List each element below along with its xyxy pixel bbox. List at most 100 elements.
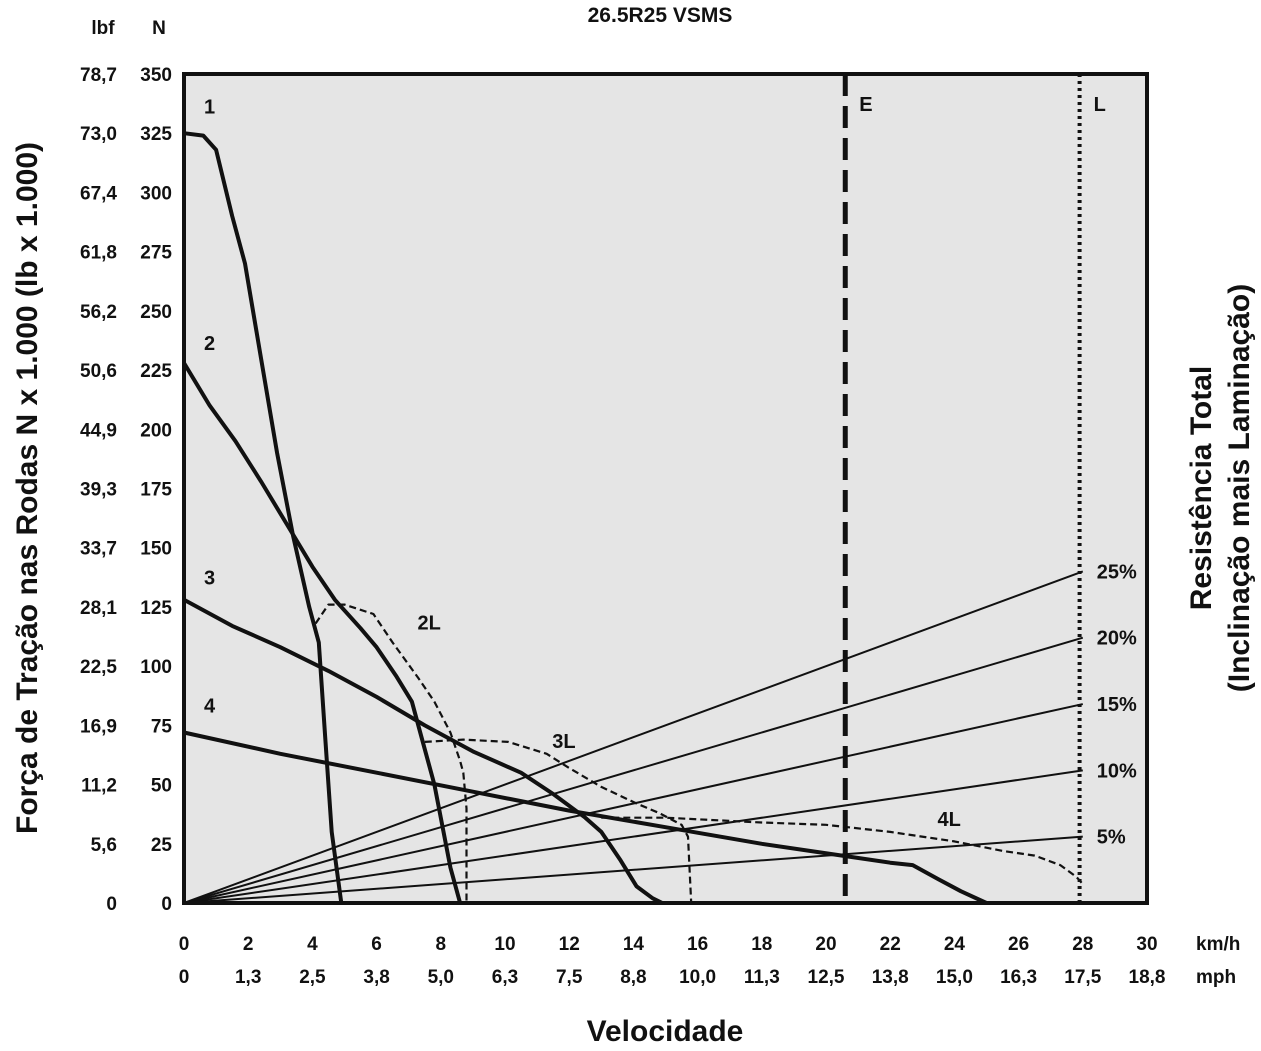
axis-ticks: 0 2 4 6 8 10 12 14 16 18 20 22 24 26 28 300 1,3 2,5 3,8 5,0… [80, 65, 1165, 988]
y-tick-n-label: 125 [140, 598, 172, 619]
y-tick-n-label: 350 [140, 65, 172, 86]
y-tick-n-label: 200 [140, 420, 172, 441]
x-tick-mph-label: 15,0 [936, 967, 973, 988]
series-label-3L: 3L [552, 731, 575, 753]
series-line-4L [601, 816, 1084, 885]
series-label-2: 2 [204, 333, 215, 355]
y-unit-n: N [152, 18, 166, 39]
marker-label-E: E [859, 94, 872, 116]
grade-label-20pct: 20% [1097, 628, 1137, 650]
series-label-1: 1 [204, 96, 215, 118]
y-tick-lbf-label: 44,9 [80, 420, 117, 441]
x-tick-mph-label: 7,5 [556, 967, 583, 988]
marker-label-L: L [1094, 94, 1106, 116]
x-tick-kmh-label: 16 [687, 934, 708, 955]
series-label-4L: 4L [938, 809, 961, 831]
grade-line-10pct [183, 769, 1083, 904]
x-axis-title: Velocidade [587, 1015, 744, 1048]
x-tick-kmh-label: 4 [307, 934, 318, 955]
x-tick-mph-label: 2,5 [299, 967, 326, 988]
x-tick-kmh-label: 12 [559, 934, 580, 955]
y-tick-lbf-label: 56,2 [80, 302, 117, 323]
y-tick-n-label: 225 [140, 361, 172, 382]
x-unit-mph: mph [1196, 967, 1236, 988]
x-tick-kmh-label: 26 [1008, 934, 1029, 955]
grade-label-25pct: 25% [1097, 561, 1137, 583]
x-tick-kmh-label: 14 [623, 934, 645, 955]
labels: 25% 20% 15% 10% 5% 1 2 3 4 2L 3L 4L E L [204, 94, 1137, 849]
x-tick-kmh-label: 28 [1072, 934, 1093, 955]
right-axis-title-line2: (Inclinação mais Laminação) [1223, 284, 1256, 692]
x-tick-kmh-label: 18 [751, 934, 772, 955]
x-tick-mph-label: 6,3 [492, 967, 518, 988]
right-axis-title-line1: Resistência Total [1185, 366, 1218, 611]
x-tick-mph-label: 18,8 [1129, 967, 1166, 988]
vertical-markers [842, 74, 1082, 903]
grade-label-10pct: 10% [1097, 760, 1137, 782]
y-tick-n-label: 150 [140, 539, 172, 560]
x-tick-kmh-label: 0 [179, 934, 190, 955]
series-line-3L [424, 738, 693, 904]
y-tick-lbf-label: 50,6 [80, 361, 117, 382]
x-tick-mph-label: 5,0 [428, 967, 454, 988]
y-axis-title: Força de Tração nas Rodas N x 1.000 (lb … [11, 142, 44, 834]
y-tick-n-label: 175 [140, 480, 172, 501]
x-tick-mph-label: 1,3 [235, 967, 261, 988]
x-tick-kmh-label: 8 [436, 934, 447, 955]
x-tick-kmh-label: 22 [880, 934, 901, 955]
plot-frame [182, 72, 1149, 905]
series-line-1 [183, 131, 344, 904]
y-tick-lbf-label: 5,6 [91, 835, 117, 856]
y-tick-n-label: 0 [161, 894, 172, 915]
grade-line-15pct [183, 703, 1084, 904]
series-line-4 [183, 730, 988, 905]
x-tick-kmh-label: 30 [1136, 934, 1157, 955]
grade-label-5pct: 5% [1097, 827, 1126, 849]
x-tick-kmh-label: 2 [243, 934, 254, 955]
x-tick-mph-label: 17,5 [1064, 967, 1101, 988]
x-tick-mph-label: 3,8 [363, 967, 389, 988]
series-label-3: 3 [204, 568, 215, 590]
y-tick-lbf-label: 28,1 [80, 598, 117, 619]
series-label-4: 4 [204, 696, 216, 718]
series-line-3 [183, 598, 664, 905]
grade-label-15pct: 15% [1097, 694, 1137, 716]
series-lines [182, 131, 1084, 905]
x-tick-kmh-label: 24 [944, 934, 966, 955]
y-tick-n-label: 300 [140, 183, 172, 204]
x-tick-mph-label: 16,3 [1000, 967, 1037, 988]
y-tick-n-label: 250 [140, 302, 172, 323]
x-tick-mph-label: 11,3 [744, 967, 780, 988]
series-line-2 [182, 361, 463, 904]
y-tick-lbf-label: 67,4 [80, 183, 117, 204]
x-unit-kmh: km/h [1196, 934, 1240, 955]
x-tick-mph-label: 10,0 [679, 967, 716, 988]
y-tick-n-label: 325 [140, 124, 172, 145]
y-tick-lbf-label: 73,0 [80, 124, 117, 145]
x-tick-mph-label: 8,8 [620, 967, 646, 988]
y-unit-lbf: lbf [91, 18, 115, 39]
y-tick-n-label: 50 [151, 776, 172, 797]
y-tick-lbf-label: 11,2 [81, 776, 117, 797]
y-tick-n-label: 275 [140, 243, 172, 264]
chart-title: 26.5R25 VSMS [588, 4, 733, 27]
y-tick-lbf-label: 0 [106, 894, 117, 915]
y-tick-lbf-label: 33,7 [80, 539, 117, 560]
series-line-2L [314, 603, 468, 903]
y-tick-lbf-label: 39,3 [80, 480, 117, 501]
series-label-2L: 2L [417, 613, 440, 635]
y-tick-lbf-label: 22,5 [80, 657, 117, 678]
y-tick-n-label: 100 [140, 657, 172, 678]
x-tick-kmh-label: 10 [494, 934, 515, 955]
y-tick-n-label: 75 [151, 716, 173, 737]
x-tick-mph-label: 13,8 [872, 967, 909, 988]
grade-line-5pct [183, 835, 1083, 904]
x-tick-mph-label: 0 [179, 967, 190, 988]
x-tick-kmh-label: 6 [371, 934, 382, 955]
y-tick-n-label: 25 [151, 835, 173, 856]
y-tick-lbf-label: 78,7 [80, 65, 117, 86]
x-tick-mph-label: 12,5 [808, 967, 845, 988]
y-tick-lbf-label: 61,8 [80, 243, 117, 264]
y-tick-lbf-label: 16,9 [80, 716, 117, 737]
